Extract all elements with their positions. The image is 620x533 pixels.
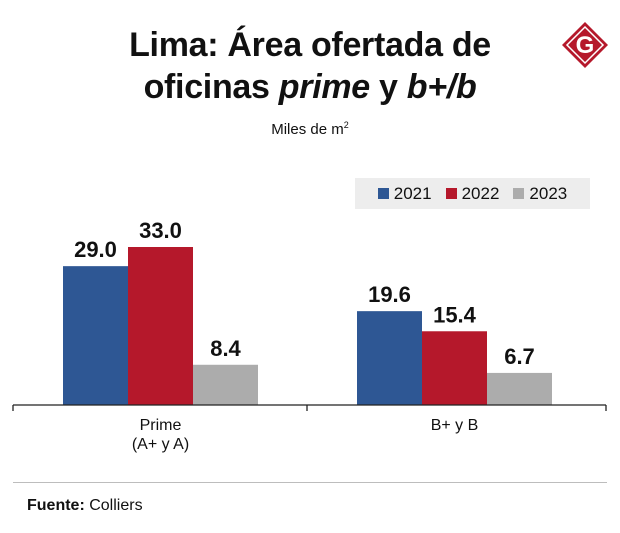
data-label: 29.0 xyxy=(74,237,117,262)
subtitle-units: Miles de m xyxy=(271,121,344,138)
data-label: 33.0 xyxy=(139,218,182,243)
legend-item-2021: 2021 xyxy=(377,183,432,204)
x-tick-label: B+ y B xyxy=(431,417,479,434)
title-line-2: oficinas prime y b+/b xyxy=(0,66,620,108)
source-value: Colliers xyxy=(84,497,143,514)
data-label: 15.4 xyxy=(433,302,477,327)
title-line-1: Lima: Área ofertada de xyxy=(129,26,491,64)
bar-2023-bplus-b xyxy=(487,372,552,405)
legend-item-2023: 2023 xyxy=(513,184,567,204)
bar-2022-bplus-b xyxy=(422,331,487,405)
source-note: Fuente: Colliers xyxy=(27,496,143,516)
legend-item-2022: 2022 xyxy=(445,183,500,204)
bar-2023-prime xyxy=(193,364,258,405)
chart-subtitle: Miles de m2 xyxy=(0,116,620,139)
title-italic-prime: prime xyxy=(278,68,370,106)
x-tick-label: (A+ y A) xyxy=(132,436,189,453)
legend-label-2023: 2023 xyxy=(529,183,568,203)
logo-diamond xyxy=(562,22,608,68)
subtitle-superscript: 2 xyxy=(343,120,349,130)
title-italic-bb: b+/b xyxy=(406,68,477,106)
source-label: Fuente: xyxy=(27,497,85,514)
legend-label-2022: 2022 xyxy=(461,183,500,203)
footer-divider xyxy=(13,482,607,483)
title-text: y xyxy=(369,68,407,106)
logo-letter: G xyxy=(576,32,595,59)
data-label: 6.7 xyxy=(504,344,535,369)
legend-swatch-2023 xyxy=(513,188,525,199)
chart-title: Lima: Área ofertada de oficinas prime y … xyxy=(0,24,620,108)
brand-logo-icon: G xyxy=(562,22,608,68)
title-text: oficinas xyxy=(143,68,279,106)
data-label: 19.6 xyxy=(368,282,411,307)
data-label: 8.4 xyxy=(210,336,241,361)
legend-label-2021: 2021 xyxy=(393,183,432,203)
bar-2021-prime xyxy=(63,266,128,405)
bar-chart: 29.0 33.0 8.4 Prime (A+ y A) 19.6 15.4 6.7 B+ y … xyxy=(12,218,607,453)
chart-legend: 2021 2022 2023 xyxy=(355,178,590,209)
x-tick-label: Prime xyxy=(140,417,182,434)
legend-swatch-2021 xyxy=(377,188,389,199)
logo-inner-border xyxy=(565,25,605,65)
bar-2022-prime xyxy=(128,247,193,405)
bar-2021-bplus-b xyxy=(357,311,422,405)
legend-swatch-2022 xyxy=(445,188,457,199)
